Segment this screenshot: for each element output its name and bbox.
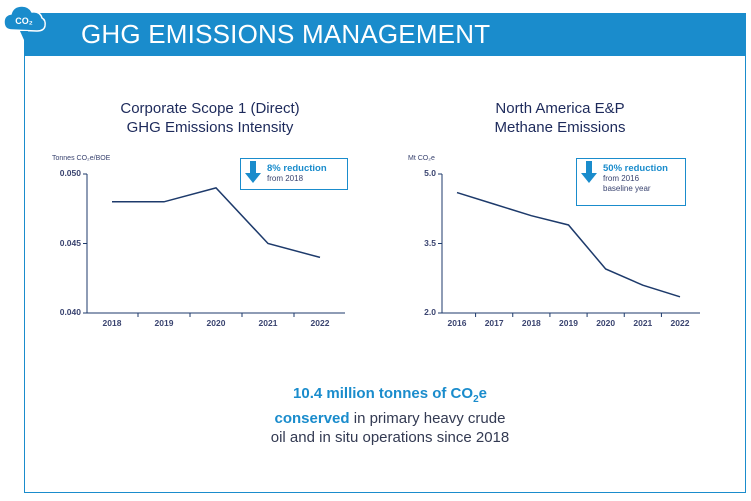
chart1-callout: 8% reduction from 2018 <box>240 158 348 190</box>
down-arrow-icon <box>581 161 597 183</box>
chart1-xtick-label: 2019 <box>154 318 174 328</box>
co2-cloud-icon: CO₂ <box>3 5 46 40</box>
summary-line2-bold: conserved <box>274 410 350 427</box>
chart1-callout-headline: 8% reduction <box>267 163 327 174</box>
chart2-ytick-label: 2.0 <box>424 307 436 317</box>
chart2-unit-label: Mt CO₂e <box>408 155 435 162</box>
chart2-callout-sub2: baseline year <box>603 184 651 193</box>
chart1-title-line1: Corporate Scope 1 (Direct) <box>120 100 300 117</box>
logo-text: CO₂ <box>15 16 33 26</box>
chart2-callout-headline: 50% reduction <box>603 163 668 174</box>
chart1-ytick-label: 0.045 <box>59 237 81 248</box>
chart1-callout-sub: from 2018 <box>267 174 304 183</box>
chart2-xtick-label: 2019 <box>559 318 578 328</box>
chart2-xtick-label: 2021 <box>633 318 653 328</box>
chart2-callout: 50% reduction from 2016 baseline year <box>576 158 686 206</box>
chart2-title-line2: Methane Emissions <box>494 119 626 136</box>
chart2-xtick-label: 2022 <box>670 318 690 328</box>
chart2-callout-sub1: from 2016 <box>603 174 640 183</box>
chart2-xtick-label: 2017 <box>484 318 504 328</box>
chart2-title: North America E&P Methane Emissions <box>430 99 690 137</box>
chart2-xtick-label: 2020 <box>596 318 616 328</box>
down-arrow-icon <box>245 161 261 183</box>
chart2-xtick-label: 2018 <box>521 318 541 328</box>
summary-line1-bold: 10.4 million tonnes of CO <box>293 385 474 402</box>
summary-text: 10.4 million tonnes of CO2e conserved in… <box>200 384 580 447</box>
summary-line1-sub: 2 <box>473 394 479 405</box>
chart1-xtick-label: 2018 <box>102 318 122 328</box>
chart2-series-line <box>456 191 681 298</box>
summary-line2-rest: in primary heavy crude <box>349 410 506 427</box>
header-bar: GHG EMISSIONS MANAGEMENT <box>24 13 746 56</box>
chart2-title-line1: North America E&P <box>495 100 625 117</box>
summary-line3: oil and in situ operations since 2018 <box>270 429 510 446</box>
page-title: GHG EMISSIONS MANAGEMENT <box>81 19 491 49</box>
chart1-xtick-label: 2022 <box>310 318 330 328</box>
summary-line1-end: e <box>478 385 487 402</box>
chart2-ytick-label: 3.5 <box>424 237 436 248</box>
chart1-title: Corporate Scope 1 (Direct) GHG Emissions… <box>80 99 340 137</box>
chart1-unit-label: Tonnes CO₂e/BOE <box>52 155 111 162</box>
chart1-series-line <box>112 187 321 259</box>
chart1-xtick-label: 2021 <box>258 318 278 328</box>
chart2-ytick-label: 5.0 <box>424 168 436 178</box>
chart1-xtick-label: 2020 <box>206 318 226 328</box>
chart2-xtick-label: 2016 <box>447 318 467 328</box>
chart1-title-line2: GHG Emissions Intensity <box>126 119 294 136</box>
chart1-ytick-label: 0.050 <box>59 168 81 178</box>
chart1-ytick-label: 0.040 <box>59 307 81 317</box>
